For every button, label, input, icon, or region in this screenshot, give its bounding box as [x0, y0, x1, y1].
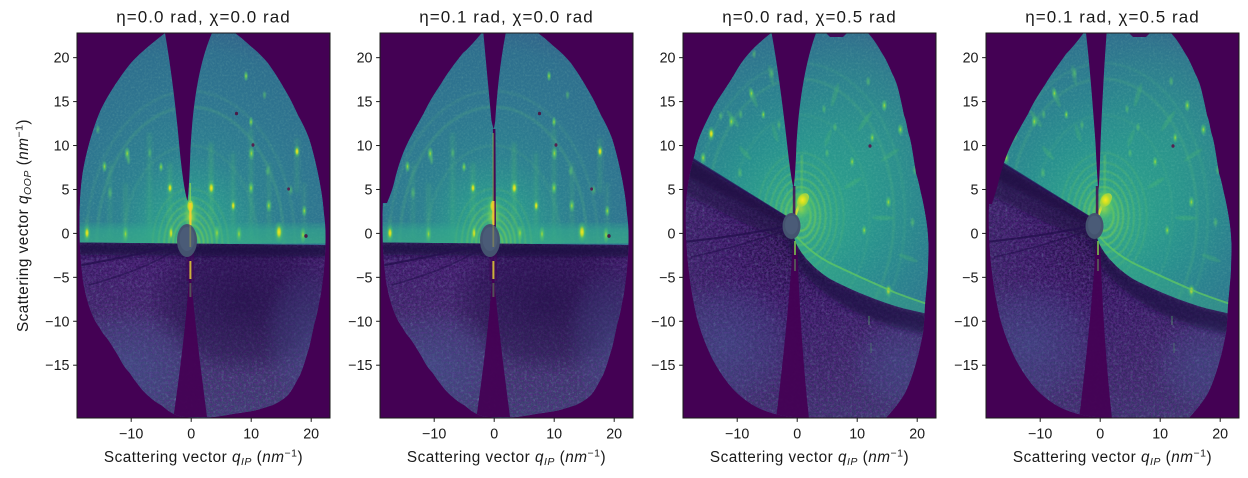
- svg-text:15: 15: [660, 95, 676, 111]
- svg-text:Scattering vector qIP (nm−1): Scattering vector qIP (nm−1): [407, 448, 606, 469]
- svg-text:20: 20: [54, 51, 70, 67]
- svg-text:10: 10: [849, 427, 865, 443]
- svg-text:5: 5: [62, 182, 70, 198]
- svg-text:0: 0: [793, 427, 801, 443]
- svg-text:−5: −5: [356, 270, 372, 286]
- svg-text:−10: −10: [1028, 427, 1052, 443]
- svg-text:Scattering vector qIP (nm−1): Scattering vector qIP (nm−1): [104, 448, 303, 469]
- svg-text:10: 10: [660, 139, 676, 155]
- svg-text:20: 20: [303, 427, 319, 443]
- svg-text:η=0.1 rad, χ=0.0 rad: η=0.1 rad, χ=0.0 rad: [419, 8, 594, 27]
- svg-text:−10: −10: [45, 314, 69, 330]
- svg-text:η=0.0 rad, χ=0.5 rad: η=0.0 rad, χ=0.5 rad: [722, 8, 897, 27]
- svg-text:η=0.1 rad, χ=0.5 rad: η=0.1 rad, χ=0.5 rad: [1025, 8, 1200, 27]
- svg-text:5: 5: [971, 182, 979, 198]
- svg-text:−15: −15: [348, 358, 372, 374]
- svg-text:Scattering vector qOOP (nm−1): Scattering vector qOOP (nm−1): [14, 119, 35, 332]
- svg-text:−10: −10: [725, 427, 749, 443]
- svg-text:15: 15: [54, 95, 70, 111]
- svg-text:0: 0: [1096, 427, 1104, 443]
- svg-text:0: 0: [971, 226, 979, 242]
- svg-text:−15: −15: [651, 358, 675, 374]
- svg-text:5: 5: [668, 182, 676, 198]
- svg-text:5: 5: [365, 182, 373, 198]
- svg-text:10: 10: [546, 427, 562, 443]
- svg-text:10: 10: [357, 139, 373, 155]
- svg-text:−5: −5: [659, 270, 675, 286]
- svg-text:20: 20: [660, 51, 676, 67]
- svg-text:20: 20: [963, 51, 979, 67]
- svg-text:20: 20: [357, 51, 373, 67]
- svg-text:−10: −10: [954, 314, 978, 330]
- svg-text:15: 15: [963, 95, 979, 111]
- svg-text:10: 10: [963, 139, 979, 155]
- svg-text:10: 10: [243, 427, 259, 443]
- svg-text:0: 0: [365, 226, 373, 242]
- svg-text:20: 20: [909, 427, 925, 443]
- svg-text:−10: −10: [651, 314, 675, 330]
- svg-text:Scattering vector qIP (nm−1): Scattering vector qIP (nm−1): [1013, 448, 1212, 469]
- svg-text:0: 0: [62, 226, 70, 242]
- svg-text:0: 0: [668, 226, 676, 242]
- svg-text:Scattering vector qIP (nm−1): Scattering vector qIP (nm−1): [710, 448, 909, 469]
- svg-text:−15: −15: [954, 358, 978, 374]
- svg-text:−15: −15: [45, 358, 69, 374]
- svg-text:15: 15: [357, 95, 373, 111]
- svg-text:η=0.0 rad, χ=0.0 rad: η=0.0 rad, χ=0.0 rad: [116, 8, 291, 27]
- svg-text:−5: −5: [53, 270, 69, 286]
- svg-text:−5: −5: [962, 270, 978, 286]
- svg-text:20: 20: [606, 427, 622, 443]
- svg-text:−10: −10: [422, 427, 446, 443]
- svg-text:−10: −10: [119, 427, 143, 443]
- svg-text:0: 0: [490, 427, 498, 443]
- svg-text:0: 0: [187, 427, 195, 443]
- svg-text:−10: −10: [348, 314, 372, 330]
- svg-text:10: 10: [1152, 427, 1168, 443]
- svg-text:20: 20: [1212, 427, 1228, 443]
- svg-text:10: 10: [54, 139, 70, 155]
